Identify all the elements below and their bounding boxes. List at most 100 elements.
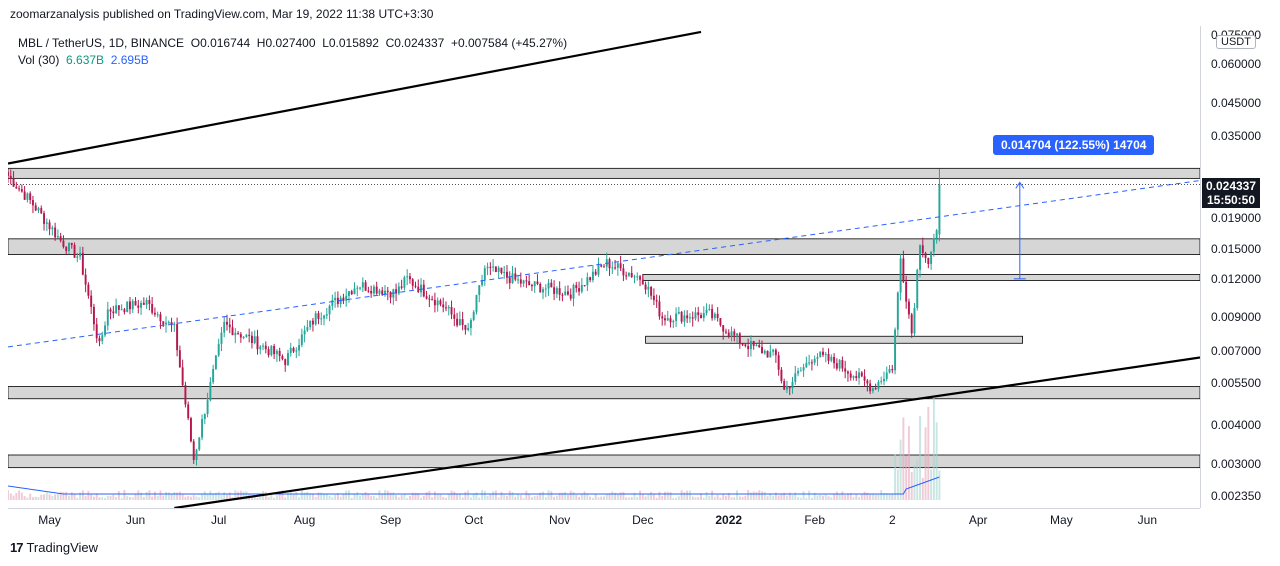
candle-body [852,376,855,378]
volume-bar [816,495,819,500]
last-price-value: 0.024337 [1205,178,1257,193]
volume-bar [819,495,822,500]
candle-body [40,208,43,214]
candle-body [603,266,605,268]
measure-label: 0.014704 (122.55%) 14704 [993,135,1155,155]
volume-bar [578,496,581,500]
candle-body [938,184,941,235]
volume-bar [697,497,700,500]
candle-body [370,290,373,294]
close-value: C0.024337 [385,36,445,50]
volume-bar [475,492,478,500]
candle-body [711,308,714,319]
candle-body [31,200,34,206]
volume-bar [608,493,611,500]
sr-zone-5 [8,454,1200,469]
candle-body [367,290,370,292]
volume-bar [104,497,106,500]
volume-bar [372,495,375,500]
volume-bar [669,492,672,500]
volume-bar [769,493,772,500]
symbol-label[interactable]: MBL / TetherUS, 1D, BINANCE [18,36,185,50]
price-axis[interactable]: 0.0750000.0600000.0450000.0350000.019000… [1200,26,1280,508]
candle-body [719,318,722,326]
volume-bar [40,494,43,500]
candle-body [785,386,788,390]
volume-bar [772,495,775,500]
trendline-dashed-2 [8,179,1200,348]
candle-body [869,383,872,392]
volume-bar [439,494,442,500]
volume-bar [431,497,434,500]
time-axis[interactable]: May Jun Jul Aug Sep Oct Nov Dec 2022 Feb 2 Apr May Ju… [8,508,1200,531]
candle-body [34,205,37,211]
volume-bar [259,497,262,500]
currency-badge[interactable]: USDT [1216,35,1256,49]
volume-bar [858,496,861,500]
volume-bar [630,497,633,500]
measure-arrowhead [1015,181,1025,189]
candle-body [661,316,664,319]
volume-bar [90,494,93,500]
candle-body [550,282,553,288]
volume-bar [894,454,897,500]
volume-bar [178,491,181,500]
volume-bar [317,492,320,500]
candle-body [591,271,594,281]
price-tick: 0.035000 [1211,129,1262,144]
candle-body [492,266,495,268]
candle-body [672,320,675,323]
volume-bar [833,493,836,500]
volume-bar [300,490,303,500]
volume-bar [492,491,495,500]
footer-brand[interactable]: 17 TradingView [10,540,98,555]
volume-bar [126,496,129,500]
volume-bar [763,491,766,500]
time-tick: Jun [125,513,146,527]
candle-body [544,288,547,290]
volume-bar [397,497,400,500]
candle-body [73,245,76,258]
candle-body [87,284,90,296]
volume-bar [43,494,46,500]
volume-bar [414,492,417,500]
candle-body [907,301,910,315]
volume-bar [62,492,65,500]
volume-bar [273,497,276,500]
chart-plot-area[interactable] [8,26,1200,508]
volume-label[interactable]: Vol (30) [18,53,60,67]
candle-body [622,268,625,276]
candle-body [935,230,938,239]
volume-bar [461,497,464,500]
candle-body [802,367,805,371]
volume-bar [250,497,253,500]
candle-body [428,298,431,300]
volume-bar [347,490,350,500]
volume-bar [467,490,470,500]
volume-bar [417,492,420,500]
volume-bar [375,497,378,500]
candle-body [309,320,312,328]
candle-body [20,189,23,192]
candle-body [830,356,833,361]
candle-body [151,303,154,313]
volume-bar [566,494,569,500]
candle-body [65,246,68,251]
candle-body [212,368,215,383]
candle-body [669,318,672,323]
candle-body [619,263,622,269]
volume-bar [472,493,475,500]
candle-body [677,311,680,314]
time-tick: May [1050,513,1073,527]
candle-body [855,376,858,379]
volume-bar [148,490,151,500]
candle-body [214,355,217,369]
volume-bar [919,416,921,500]
volume-bar [874,494,877,500]
volume-bar [237,491,240,500]
candle-body [730,331,733,336]
volume-bar [109,496,112,500]
candle-body [769,351,772,358]
candle-body [162,321,165,325]
volume-bar [536,495,539,500]
